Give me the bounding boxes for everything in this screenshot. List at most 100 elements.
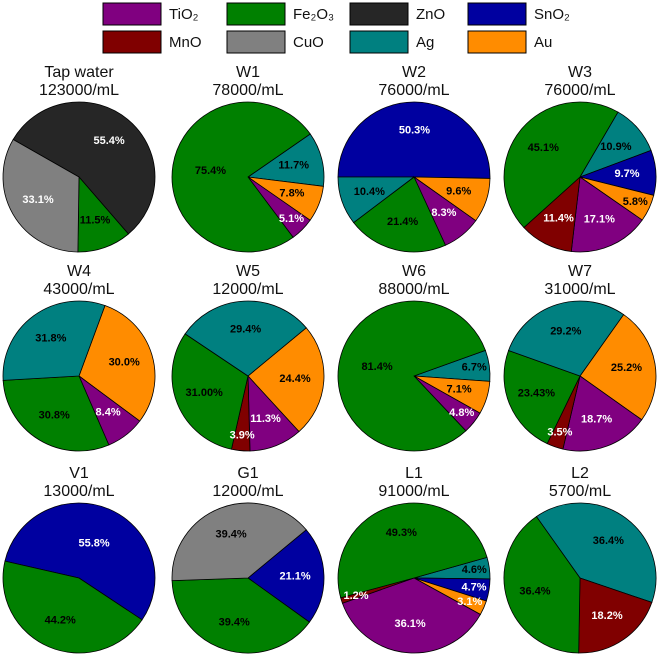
pie-slice-fe2o3 [337, 502, 488, 599]
pie-slice-fe2o3 [171, 577, 311, 654]
pie-slice-fe2o3 [353, 176, 447, 253]
pie-slice-ag [535, 502, 657, 603]
pie-slice-ag [184, 300, 307, 377]
pie-slice-label: 17.1% [584, 213, 615, 225]
pie-slice-label: 4.7% [461, 582, 486, 594]
legend-label-sno2: SnO₂ [534, 6, 570, 23]
pie-slice-label: 36.1% [395, 618, 426, 630]
pie-slice-fe2o3 [171, 333, 249, 450]
legend-label-cuo: CuO [293, 34, 324, 51]
pie-slice-label: 30.0% [109, 357, 140, 369]
pie-title: G1 [237, 465, 258, 482]
pie-slice-label: 75.4% [195, 165, 226, 177]
pie-slice-ag [2, 300, 106, 381]
pie-slice-label: 5.1% [279, 213, 304, 225]
pie-slice-label: 8.4% [96, 406, 121, 418]
pie-title: L1 [405, 465, 423, 482]
pie-title: W2 [402, 64, 426, 81]
legend-swatch-mno [102, 30, 162, 54]
legend-label-fe2o3: Fe₂O₃ [293, 6, 334, 23]
pie-slice-label: 11.3% [250, 413, 281, 425]
pie-slice-label: 11.7% [278, 160, 309, 172]
pie-slice-ag [337, 176, 416, 224]
pie-slice-fe2o3 [2, 375, 110, 452]
pie-concentration: 123000/mL [39, 82, 119, 99]
pie-slice-label: 18.7% [581, 413, 612, 425]
pie-concentration: 5700/mL [549, 483, 611, 500]
pie-slice-label: 29.4% [230, 323, 261, 335]
pie-slice-label: 8.3% [431, 207, 456, 219]
pie-title: L2 [571, 465, 589, 482]
pie-slice-label: 36.4% [519, 586, 550, 598]
pie-slice-label: 31.8% [35, 333, 66, 345]
pie-slice-label: 11.5% [80, 215, 111, 227]
pie-slice-cuo [2, 138, 80, 253]
pie-slice-fe2o3 [171, 101, 311, 253]
pie-title: W3 [568, 64, 592, 81]
pie-slice-label: 55.8% [79, 538, 110, 550]
pie-slice-label: 33.1% [22, 194, 53, 206]
pie-concentration: 91000/mL [378, 483, 449, 500]
pie-slice-label: 10.4% [354, 186, 385, 198]
legend-swatch-sno2 [467, 2, 527, 26]
pie-title: W4 [67, 263, 91, 280]
pie-slice-fe2o3 [503, 349, 581, 445]
legend-label-ag: Ag [416, 34, 434, 51]
pie-slice-label: 21.1% [279, 570, 310, 582]
legend-swatch-cuo [226, 30, 286, 54]
pie-concentration: 31000/mL [544, 281, 615, 298]
pie-slice-label: 39.4% [216, 528, 247, 540]
pie-slice-label: 23.43% [518, 388, 556, 400]
pie-slice-fe2o3 [2, 560, 143, 654]
pie-slice-fe2o3 [337, 300, 486, 452]
pie-title: W7 [568, 263, 592, 280]
pie-slice-label: 3.5% [547, 427, 572, 439]
pie-slice-au [247, 327, 325, 433]
pie-slice-label: 6.7% [462, 362, 487, 374]
pie-slice-label: 3.9% [230, 430, 255, 442]
pie-slice-label: 29.2% [550, 326, 581, 338]
pie-title: W1 [236, 64, 260, 81]
pie-slice-tio2 [562, 375, 643, 452]
pie-slice-tio2 [570, 176, 643, 253]
pie-concentration: 78000/mL [212, 82, 283, 99]
pie-slice-mno [578, 577, 653, 654]
pie-slice-label: 4.6% [462, 564, 487, 576]
pie-slice-ag [508, 300, 625, 377]
pie-slice-label: 55.4% [94, 135, 125, 147]
pie-slice-tio2 [341, 577, 481, 654]
pie-slice-label: 5.8% [623, 196, 648, 208]
pie-slice-au [579, 314, 657, 421]
pie-slice-label: 81.4% [361, 361, 392, 373]
pie-concentration: 43000/mL [43, 281, 114, 298]
pie-slice-cuo [171, 502, 307, 582]
pie-slice-label: 25.2% [611, 362, 642, 374]
pie-slice-label: 9.7% [615, 168, 640, 180]
pie-slice-label: 18.2% [591, 610, 622, 622]
pie-slice-label: 44.2% [45, 615, 76, 627]
pie-slice-au [78, 305, 156, 422]
pie-slice-label: 11.4% [543, 212, 574, 224]
pie-title: W5 [236, 263, 260, 280]
legend-label-mno: MnO [169, 34, 202, 51]
pie-title: W6 [402, 263, 426, 280]
legend-swatch-au [467, 30, 527, 54]
pie-slice-zno [12, 101, 156, 235]
legend-label-tio2: TiO₂ [169, 6, 199, 23]
pie-slice-label: 7.8% [279, 188, 304, 200]
pie-slice-sno2 [4, 502, 156, 621]
pie-slice-label: 45.1% [528, 142, 559, 154]
pie-title: V1 [69, 465, 89, 482]
pie-slice-label: 3.1% [457, 596, 482, 608]
pie-slice-label: 21.4% [387, 216, 418, 228]
pie-slice-label: 31.00% [186, 387, 224, 399]
legend-label-au: Au [534, 34, 552, 51]
pie-slice-label: 24.4% [279, 373, 310, 385]
pie-title: Tap water [44, 64, 114, 81]
legend-swatch-zno [349, 2, 409, 26]
pie-concentration: 88000/mL [378, 281, 449, 298]
legend-swatch-ag [349, 30, 409, 54]
pie-slice-label: 4.8% [449, 407, 474, 419]
pie-slice-sno2 [337, 101, 491, 179]
